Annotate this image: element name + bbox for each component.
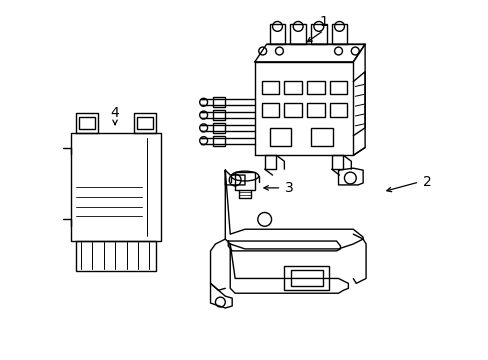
- Text: 3: 3: [285, 181, 293, 195]
- Bar: [306, 103, 324, 117]
- Text: 2: 2: [422, 175, 430, 189]
- Bar: [284, 266, 328, 290]
- Bar: [71, 133, 161, 241]
- Bar: [269, 24, 285, 44]
- Bar: [213, 110, 225, 120]
- Text: 1: 1: [319, 15, 327, 30]
- Bar: [310, 24, 326, 44]
- Text: 4: 4: [110, 106, 119, 120]
- Bar: [329, 103, 346, 117]
- Bar: [137, 117, 153, 129]
- Bar: [284, 81, 302, 94]
- Bar: [329, 81, 346, 94]
- Bar: [213, 136, 225, 145]
- Bar: [261, 81, 279, 94]
- Bar: [213, 97, 225, 107]
- Bar: [213, 123, 225, 133]
- Bar: [235, 172, 254, 190]
- Bar: [79, 117, 95, 129]
- Bar: [261, 103, 279, 117]
- Bar: [291, 270, 322, 286]
- Bar: [284, 103, 302, 117]
- Bar: [310, 128, 332, 145]
- Bar: [269, 128, 291, 145]
- Bar: [306, 81, 324, 94]
- Bar: [331, 24, 346, 44]
- Bar: [76, 241, 156, 271]
- Bar: [290, 24, 305, 44]
